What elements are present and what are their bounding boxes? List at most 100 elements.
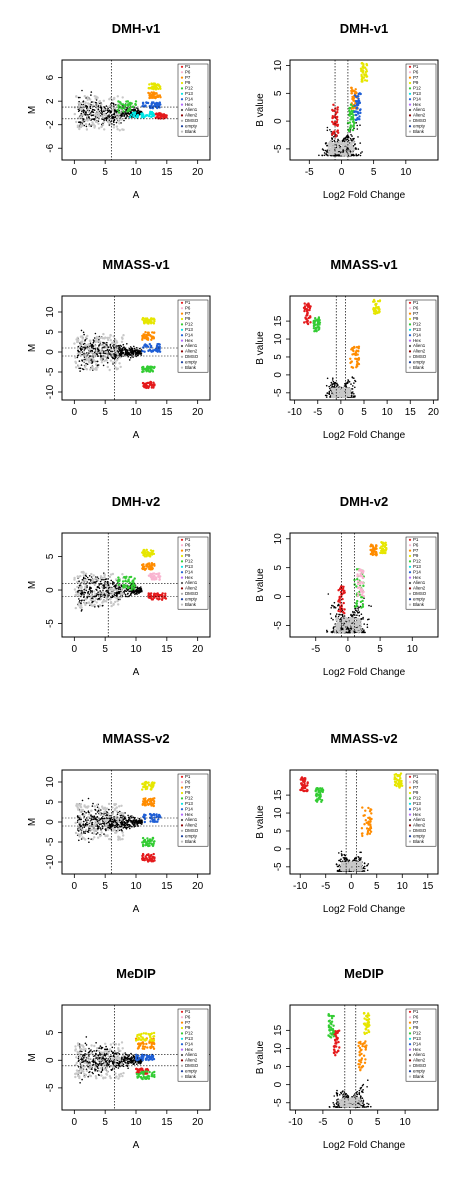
- cluster-point: [352, 118, 355, 121]
- cluster-point: [123, 586, 127, 589]
- cluster-point: [350, 90, 354, 93]
- cluster-point: [349, 357, 352, 360]
- chart-title: DMH-v2: [112, 494, 160, 509]
- data-point: [79, 367, 82, 370]
- cluster-point: [127, 586, 130, 589]
- cluster-point: [350, 360, 353, 363]
- cluster-p9: [141, 548, 156, 558]
- cluster-point: [149, 549, 153, 552]
- data-point: [335, 613, 338, 615]
- data-point: [111, 595, 114, 597]
- legend-marker: [180, 81, 184, 85]
- data-point: [362, 616, 364, 619]
- cluster-point: [352, 114, 355, 117]
- control-point: [80, 341, 83, 345]
- legend: P1P6P7P9P12P13P14HexAlien1Alien2DMSOempt…: [177, 299, 209, 373]
- data-point: [97, 108, 100, 111]
- control-point: [118, 129, 122, 132]
- legend-label: P1: [413, 64, 419, 69]
- data-point: [91, 110, 93, 112]
- data-point: [354, 386, 356, 389]
- cluster-point: [358, 115, 361, 118]
- data-point: [113, 118, 116, 121]
- legend-label: P13: [185, 327, 193, 332]
- legend-marker: [180, 538, 184, 541]
- control-point: [79, 344, 82, 347]
- control-point: [342, 395, 346, 398]
- legend-label: Hex: [185, 338, 194, 343]
- control-point: [83, 579, 86, 582]
- cluster-point: [372, 312, 376, 315]
- y-axis-label: B value: [255, 93, 266, 127]
- cluster-point: [151, 102, 154, 105]
- data-point: [80, 329, 83, 332]
- data-point: [112, 116, 115, 118]
- control-point: [346, 629, 349, 632]
- control-point: [332, 395, 335, 399]
- x-axis-label: Log2 Fold Change: [323, 430, 406, 441]
- cluster-point: [147, 385, 150, 388]
- cluster-point: [148, 83, 151, 86]
- legend-label: P12: [185, 86, 193, 91]
- control-point: [74, 606, 78, 610]
- cluster-point: [148, 343, 151, 346]
- cluster-point: [304, 317, 307, 320]
- cluster-point: [374, 307, 377, 310]
- cluster-point: [334, 107, 337, 110]
- cluster-point: [131, 105, 134, 109]
- legend-marker: [180, 592, 184, 595]
- cluster-point: [356, 106, 359, 110]
- control-point: [358, 626, 362, 629]
- cluster-point: [353, 345, 356, 349]
- data-point: [90, 112, 92, 114]
- data-point: [353, 137, 355, 140]
- control-point: [114, 348, 117, 352]
- cluster-point: [355, 100, 358, 103]
- cluster-point: [158, 350, 162, 353]
- data-point: [355, 154, 358, 157]
- x-tick-label: 0: [72, 167, 78, 178]
- legend-marker: [180, 328, 184, 331]
- data-point: [129, 351, 132, 353]
- data-point: [90, 114, 93, 117]
- cluster-point: [306, 320, 309, 323]
- chart-title: DMH-v1: [340, 21, 388, 36]
- cluster-point: [154, 86, 157, 89]
- cluster-point: [152, 349, 155, 352]
- cluster-point: [336, 106, 339, 109]
- cluster-point: [361, 69, 365, 72]
- data-point: [93, 351, 96, 354]
- legend-label: Blank: [413, 129, 425, 134]
- data-point: [79, 121, 81, 123]
- y-tick-label: -6: [45, 143, 56, 152]
- legend-marker: [408, 119, 412, 122]
- data-point: [106, 109, 109, 111]
- data-point: [331, 384, 334, 386]
- x-axis-label: A: [133, 667, 140, 678]
- control-point: [84, 119, 87, 122]
- data-point: [332, 605, 335, 607]
- cluster-p1: [302, 302, 312, 326]
- legend-label: P9: [413, 80, 419, 85]
- data-point: [112, 113, 114, 116]
- data-point: [100, 109, 103, 112]
- cluster-point: [150, 573, 153, 576]
- legend-marker: [180, 130, 184, 133]
- control-point: [113, 107, 117, 110]
- data-point: [97, 120, 100, 122]
- control-point: [94, 120, 98, 124]
- data-point: [91, 590, 93, 592]
- cluster-point: [149, 349, 153, 353]
- legend-label: Alien2: [413, 113, 426, 118]
- cluster-point: [152, 91, 155, 94]
- data-point: [81, 353, 83, 356]
- data-point: [79, 599, 81, 602]
- control-point: [103, 359, 106, 363]
- data-point: [90, 587, 92, 590]
- data-point: [81, 89, 83, 92]
- control-point: [84, 598, 88, 601]
- cluster-point: [134, 100, 138, 103]
- data-point: [134, 593, 136, 596]
- data-point: [124, 589, 126, 592]
- cluster-point: [149, 317, 153, 320]
